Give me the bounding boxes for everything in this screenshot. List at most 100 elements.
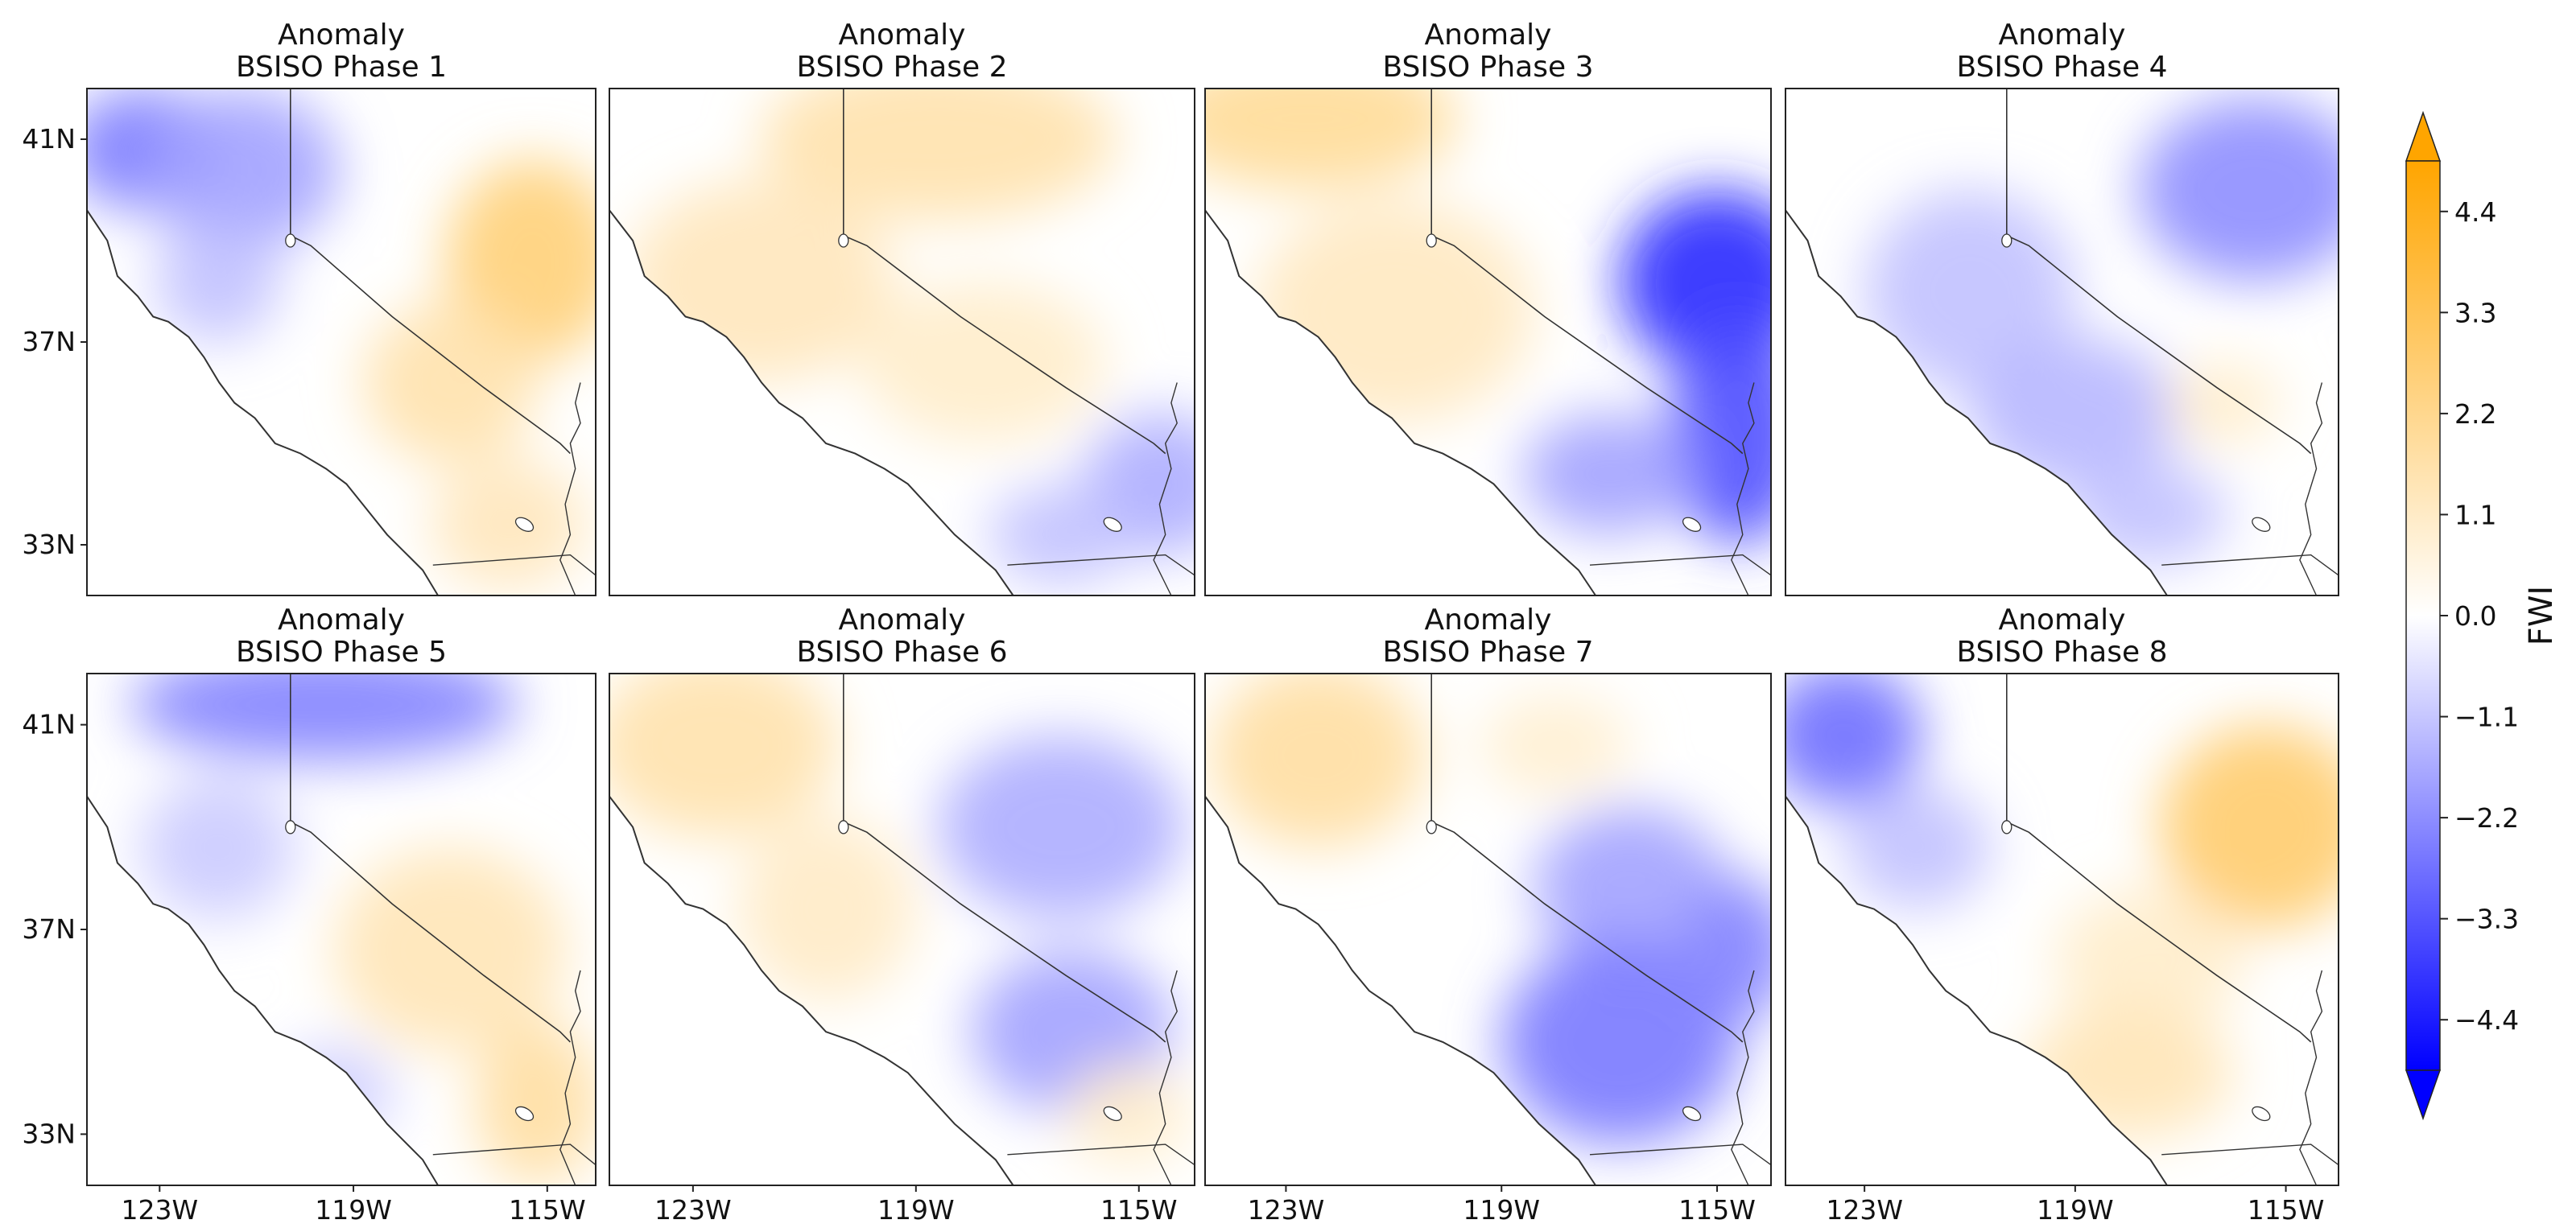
- mexico-border: [2161, 554, 2339, 576]
- panel-title-phase: BSISO Phase 4: [1956, 51, 2167, 84]
- anomaly-region: [431, 458, 586, 591]
- state-border-east: [1153, 970, 1178, 1186]
- lat-tick-label: 41N: [22, 123, 76, 155]
- panel-title-line1: Anomaly: [839, 604, 966, 637]
- colorbar-tick-label: 1.1: [2454, 499, 2496, 530]
- anomaly-region: [1785, 674, 1923, 807]
- anomaly-region: [1684, 878, 1771, 1022]
- anomaly-region: [1864, 190, 2075, 393]
- anomaly-region: [759, 89, 1117, 220]
- lon-tick-label: 119W: [1463, 1194, 1540, 1226]
- coastline: [1785, 796, 2168, 1186]
- state-border-east: [1731, 970, 1755, 1186]
- mexico-border: [1589, 1144, 1772, 1166]
- mexico-border: [1589, 554, 1772, 576]
- anomaly-region: [1668, 321, 1771, 546]
- salton-sea: [1103, 517, 1122, 532]
- anomaly-region: [737, 817, 916, 1002]
- lon-tick-label: 123W: [1248, 1194, 1325, 1226]
- anomaly-region: [609, 674, 838, 838]
- lake-tahoe: [285, 820, 296, 834]
- panel-frame: [609, 673, 1195, 1186]
- colorbar: 4.4 3.3 2.2 1.1 0.0 −1.1 −2.2 −3.3 −4.4 FWI: [2405, 110, 2560, 1121]
- lon-tick-label: 119W: [2037, 1194, 2114, 1226]
- anomaly-region: [938, 735, 1184, 920]
- colorbar-gradient: [2405, 160, 2441, 1071]
- coastline: [86, 209, 439, 596]
- colorbar-extend-max: [2405, 110, 2442, 162]
- anomaly-field: [609, 674, 1195, 1185]
- lon-tick-label: 115W: [1100, 1194, 1178, 1226]
- anomaly-field: [1785, 674, 2339, 1185]
- anomaly-region: [1480, 694, 1631, 797]
- panel-title-phase: BSISO Phase 3: [1382, 51, 1593, 84]
- panel-title-phase: BSISO Phase 8: [1956, 636, 2167, 669]
- salton-sea: [1682, 517, 1702, 532]
- coastline: [1785, 209, 2168, 596]
- lon-tick-label: 115W: [2248, 1194, 2325, 1226]
- lon-tick-label: 115W: [1678, 1194, 1756, 1226]
- colorbar-tick-label: −2.2: [2454, 802, 2519, 834]
- panel-frame: [1204, 88, 1772, 596]
- panel-title-line1: Anomaly: [278, 604, 405, 637]
- salton-sea: [2252, 517, 2271, 532]
- lat-tick-label: 37N: [22, 326, 76, 357]
- lake-tahoe: [1426, 820, 1437, 834]
- anomaly-region: [140, 776, 295, 920]
- coastline: [1204, 209, 1596, 596]
- anomaly-region: [2022, 1006, 2234, 1139]
- lake-tahoe: [838, 233, 849, 248]
- salton-sea: [514, 1106, 535, 1122]
- anomaly-field: [1205, 89, 1771, 595]
- panel-title-phase: BSISO Phase 6: [796, 636, 1007, 669]
- anomaly-region: [474, 1021, 596, 1185]
- lat-tick-label: 33N: [22, 1118, 76, 1149]
- panel-title-phase: BSISO Phase 2: [796, 51, 1007, 84]
- anomaly-region: [860, 281, 1106, 443]
- state-border-east: [1731, 382, 1755, 596]
- anomaly-region: [625, 179, 894, 383]
- anomaly-region: [130, 674, 518, 761]
- lon-tick-label: 123W: [1826, 1194, 1903, 1226]
- state-border-east: [2299, 382, 2323, 596]
- mexico-border: [432, 554, 597, 576]
- anomaly-region: [1843, 785, 1992, 909]
- panel-title-line1: Anomaly: [839, 19, 966, 52]
- state-border-east: [2299, 970, 2323, 1186]
- anomaly-field: [87, 674, 596, 1185]
- anomaly-field: [1205, 674, 1771, 1185]
- anomaly-region: [2165, 362, 2281, 443]
- lake-tahoe: [1426, 233, 1437, 248]
- lat-tick-label: 33N: [22, 529, 76, 560]
- panel-title-line1: Anomaly: [1425, 19, 1552, 52]
- anomaly-field: [87, 89, 596, 595]
- panel-frame: [609, 88, 1195, 596]
- anomaly-region: [1620, 190, 1771, 373]
- lon-tick-label: 119W: [315, 1194, 392, 1226]
- panel-frame: [1785, 88, 2339, 596]
- lon-tick-label: 115W: [509, 1194, 586, 1226]
- panel-title-line1: Anomaly: [278, 19, 405, 52]
- lon-tick-label: 123W: [654, 1194, 732, 1226]
- coastline: [1204, 796, 1596, 1186]
- state-border-east: [559, 970, 581, 1186]
- lon-tick-label: 123W: [121, 1194, 198, 1226]
- colorbar-tick-label: 0.0: [2454, 600, 2496, 632]
- panel-frame: [1204, 673, 1772, 1186]
- panel-title-phase: BSISO Phase 5: [236, 636, 447, 669]
- coastline: [609, 795, 1014, 1186]
- anomaly-field: [609, 89, 1195, 595]
- anomaly-region: [988, 484, 1133, 586]
- state-border-east: [559, 382, 581, 596]
- panel-title-line1: Anomaly: [1999, 19, 2126, 52]
